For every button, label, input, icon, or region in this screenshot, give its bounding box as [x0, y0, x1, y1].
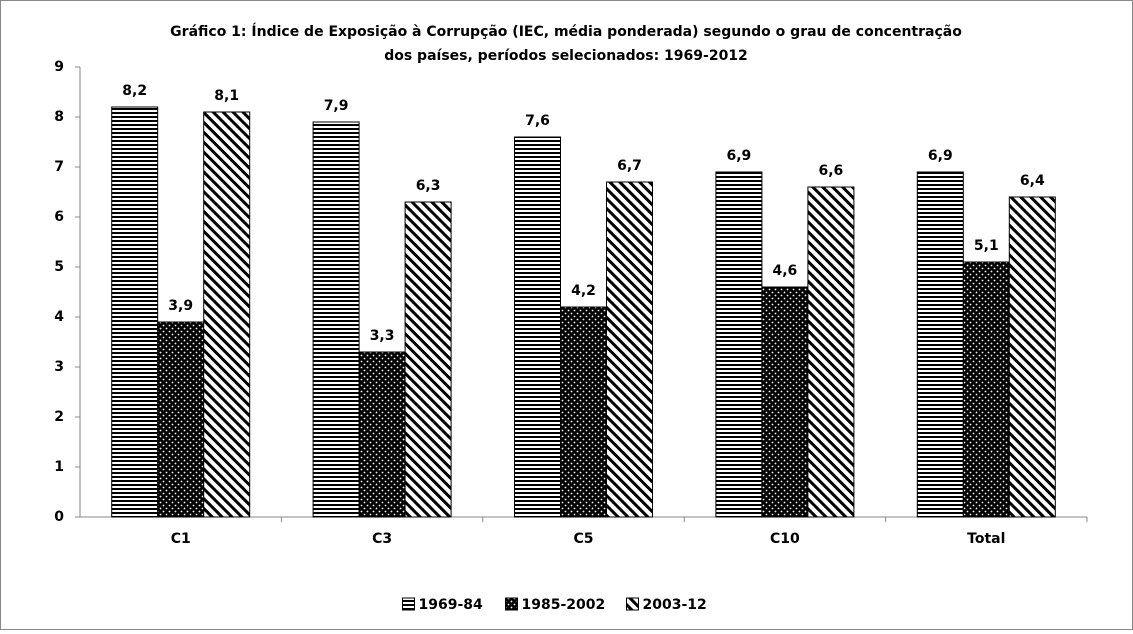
bar	[157, 321, 205, 518]
value-label: 4,2	[571, 283, 596, 299]
bar	[514, 136, 561, 518]
legend-label: 1969-84	[419, 597, 484, 613]
bar	[761, 286, 809, 518]
value-label: 8,2	[122, 83, 147, 99]
y-tick-label: 2	[54, 409, 64, 425]
y-tick-label: 0	[54, 509, 64, 525]
bar	[606, 181, 653, 518]
value-label: 6,3	[416, 178, 441, 194]
bar	[1008, 196, 1056, 518]
value-label: 3,9	[168, 298, 193, 314]
y-tick-label: 3	[54, 359, 64, 375]
bar	[560, 306, 607, 518]
legend-swatch	[402, 597, 415, 611]
y-tick-label: 4	[54, 309, 64, 325]
bar	[111, 106, 159, 518]
value-label: 6,7	[617, 158, 642, 174]
value-label: 3,3	[370, 328, 395, 344]
value-label: 5,1	[974, 238, 999, 254]
legend-swatch	[505, 597, 518, 611]
y-tick-label: 7	[54, 159, 64, 175]
legend-swatch	[626, 597, 639, 611]
value-label: 6,4	[1020, 173, 1045, 189]
bar	[203, 111, 251, 518]
value-label: 6,6	[818, 163, 843, 179]
bar	[807, 186, 855, 518]
bar	[358, 351, 406, 518]
x-tick-label: C3	[372, 531, 392, 547]
value-label: 7,9	[324, 98, 349, 114]
legend-label: 2003-12	[643, 597, 707, 613]
bar	[916, 171, 964, 518]
y-tick-label: 5	[54, 259, 64, 275]
value-label: 6,9	[928, 148, 953, 164]
value-label: 4,6	[772, 263, 797, 279]
x-tick-label: Total	[967, 531, 1005, 547]
value-label: 8,1	[214, 88, 239, 104]
bar	[715, 171, 763, 518]
chart-title: dos países, períodos selecionados: 1969-…	[384, 48, 748, 64]
bar	[404, 201, 452, 518]
x-tick-label: C5	[573, 531, 593, 547]
bar	[312, 121, 360, 518]
x-tick-label: C1	[171, 531, 191, 547]
x-tick-label: C10	[770, 531, 800, 547]
legend-label: 1985-2002	[522, 597, 606, 613]
value-label: 7,6	[525, 113, 550, 129]
y-tick-label: 8	[54, 109, 64, 125]
value-label: 6,9	[726, 148, 751, 164]
y-tick-label: 9	[54, 59, 64, 75]
chart-title: Gráfico 1: Índice de Exposição à Corrupç…	[170, 23, 962, 40]
y-tick-label: 1	[54, 459, 64, 475]
y-tick-label: 6	[54, 209, 64, 225]
bar	[962, 261, 1010, 518]
